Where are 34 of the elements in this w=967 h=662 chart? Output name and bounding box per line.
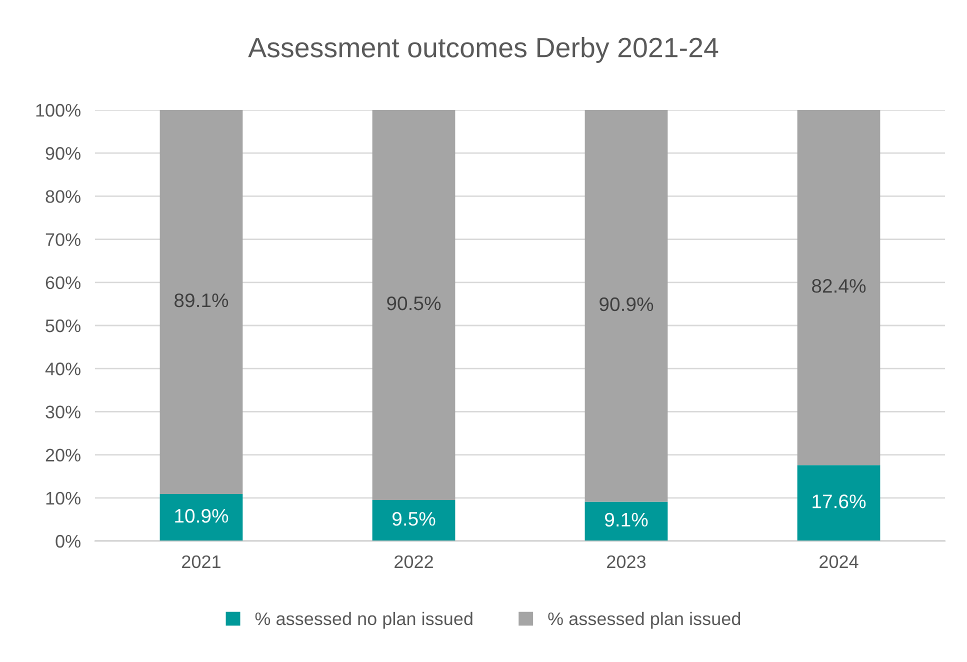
x-tick-label: 2024 <box>820 555 858 568</box>
data-label: 9.1% <box>605 512 648 527</box>
x-tick-label: 2021 <box>182 555 220 568</box>
y-tick-label: 30% <box>46 406 80 418</box>
bar <box>160 494 243 541</box>
chart-title: Assessment outcomes Derby 2021-24 <box>248 37 718 63</box>
y-tick-label: 100% <box>36 104 80 117</box>
data-label: 89.1% <box>174 293 228 308</box>
legend-label: % assessed plan issued <box>548 612 740 629</box>
bar <box>372 500 456 541</box>
bar <box>584 502 668 541</box>
y-tick-label: 40% <box>45 362 80 376</box>
legend-label: % assessed no plan issued <box>255 612 472 629</box>
y-tick-label: 70% <box>46 233 80 246</box>
y-tick-label: 90% <box>46 147 80 160</box>
bar <box>160 110 243 494</box>
data-label: 82.4% <box>812 279 866 293</box>
bar <box>797 110 880 466</box>
y-tick-label: 60% <box>46 276 80 290</box>
bar <box>797 465 880 541</box>
y-tick-label: 80% <box>46 190 80 203</box>
data-label: 10.9% <box>175 508 228 523</box>
data-label: 90.5% <box>387 296 441 310</box>
bar <box>584 110 668 502</box>
y-tick-label: 20% <box>46 448 80 462</box>
data-label: 90.9% <box>600 297 654 312</box>
x-tick-label: 2022 <box>394 555 433 568</box>
y-tick-label: 50% <box>46 319 80 332</box>
data-label: 17.6% <box>812 494 866 508</box>
y-tick-label: 0% <box>56 534 80 548</box>
bar <box>372 110 456 500</box>
x-tick-label: 2023 <box>607 555 646 568</box>
data-label: 9.5% <box>392 512 436 526</box>
y-tick-label: 10% <box>46 492 80 505</box>
